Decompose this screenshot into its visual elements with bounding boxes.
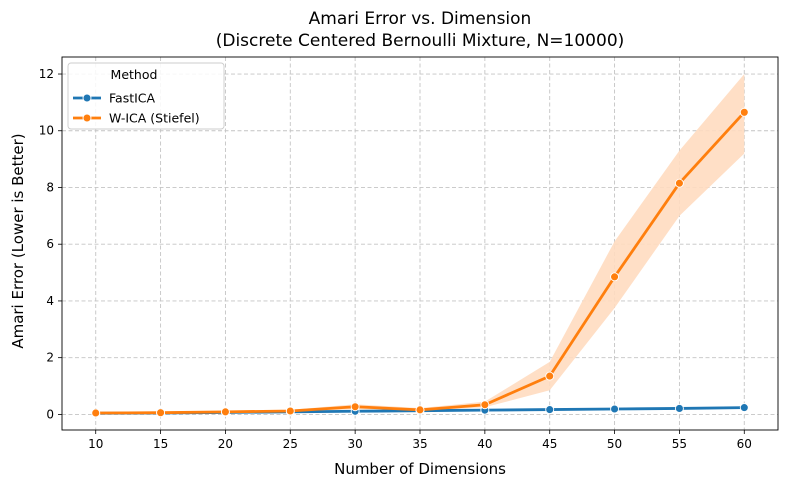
y-tick-label: 6: [46, 237, 54, 251]
data-point-w-ica-stiefel: [220, 407, 230, 417]
x-axis-ticks: 10 15 20 25 30 35 40 45 50 55 60: [88, 430, 752, 451]
legend-swatch-marker: [82, 93, 92, 103]
y-tick-label: 0: [46, 407, 54, 421]
data-point-w-ica-stiefel: [91, 408, 101, 418]
x-tick-label: 45: [542, 437, 557, 451]
x-tick-label: 40: [477, 437, 492, 451]
data-point-w-ica-stiefel: [350, 402, 360, 412]
chart-title-line1: Amari Error vs. Dimension: [309, 9, 532, 29]
legend-swatch-marker: [82, 113, 92, 123]
data-point-w-ica-stiefel: [156, 408, 166, 418]
x-tick-label: 25: [283, 437, 298, 451]
x-tick-label: 60: [737, 437, 752, 451]
x-tick-label: 15: [153, 437, 168, 451]
x-tick-label: 55: [672, 437, 687, 451]
x-tick-label: 30: [348, 437, 363, 451]
legend: Method FastICA W-ICA (Stiefel): [67, 62, 225, 130]
chart-title-line2: (Discrete Centered Bernoulli Mixture, N=…: [216, 31, 625, 51]
data-point-w-ica-stiefel: [739, 107, 749, 117]
data-point-w-ica-stiefel: [610, 272, 620, 282]
x-tick-label: 50: [607, 437, 622, 451]
legend-title: Method: [111, 67, 158, 82]
y-tick-label: 8: [46, 180, 54, 194]
legend-box: [67, 62, 225, 130]
y-tick-label: 4: [46, 294, 54, 308]
series-points: [91, 107, 749, 418]
data-point-w-ica-stiefel: [480, 400, 490, 410]
data-point-fastica: [739, 403, 749, 413]
data-point-fastica: [545, 405, 555, 415]
data-point-w-ica-stiefel: [674, 178, 684, 188]
x-tick-label: 35: [412, 437, 427, 451]
data-point-w-ica-stiefel: [285, 406, 295, 416]
data-point-fastica: [674, 403, 684, 413]
y-tick-label: 12: [39, 67, 54, 81]
data-point-w-ica-stiefel: [415, 405, 425, 415]
y-tick-label: 2: [46, 351, 54, 365]
legend-entry-label: FastICA: [109, 91, 156, 106]
x-tick-label: 20: [218, 437, 233, 451]
y-axis-ticks: 0 2 4 6 8 10 12: [39, 67, 62, 421]
x-tick-label: 10: [88, 437, 103, 451]
y-axis-label: Amari Error (Lower is Better): [9, 133, 27, 348]
data-point-fastica: [610, 404, 620, 414]
y-tick-label: 10: [39, 124, 54, 138]
data-point-w-ica-stiefel: [545, 371, 555, 381]
legend-entry-label: W-ICA (Stiefel): [109, 111, 200, 126]
x-axis-label: Number of Dimensions: [334, 460, 506, 478]
